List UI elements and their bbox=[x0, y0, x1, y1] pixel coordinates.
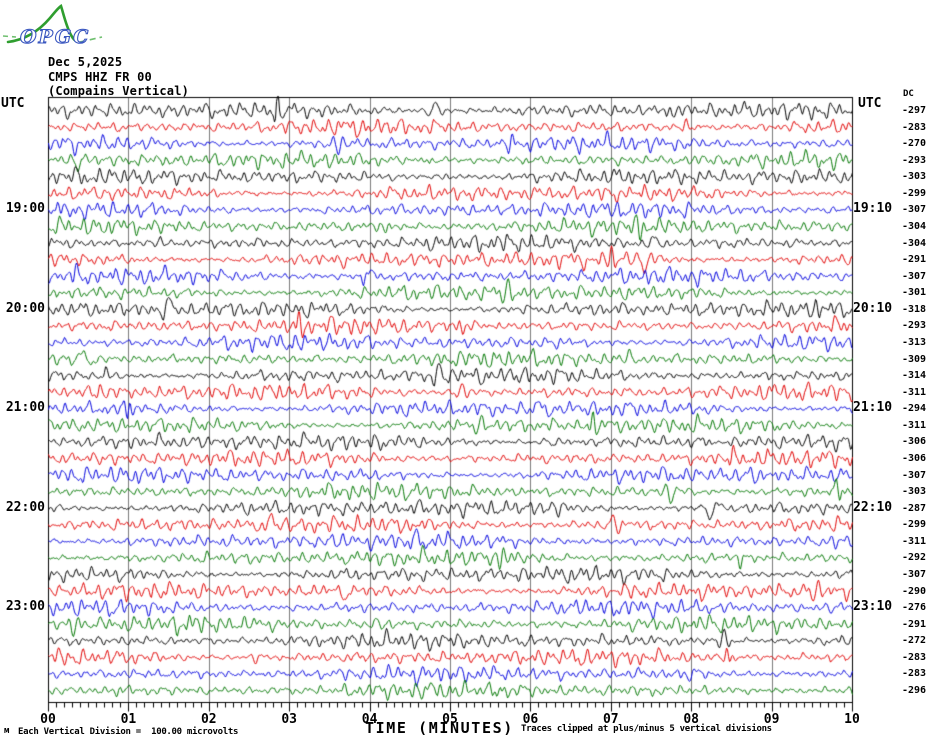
dc-value: -307 bbox=[902, 568, 927, 580]
left-time-label: 20:00 bbox=[5, 300, 45, 316]
x-tick-label: 05 bbox=[442, 712, 458, 727]
dc-value: -309 bbox=[902, 353, 927, 365]
dc-value: -283 bbox=[902, 121, 927, 133]
dc-value: -294 bbox=[902, 403, 927, 415]
right-time-label: 20:10 bbox=[853, 300, 893, 316]
dc-value: -314 bbox=[902, 370, 927, 382]
dc-value: -304 bbox=[902, 220, 927, 232]
right-time-label: 19:10 bbox=[853, 201, 893, 217]
dc-column-header: DC bbox=[903, 89, 914, 99]
x-tick-label: 09 bbox=[763, 712, 780, 727]
dc-value: -297 bbox=[902, 105, 927, 116]
left-time-label: 22:00 bbox=[5, 499, 45, 515]
clip-note: Traces clipped at plus/minus 5 vertical … bbox=[521, 724, 772, 734]
header-component: (Compains Vertical) bbox=[48, 84, 190, 98]
dc-value: -304 bbox=[902, 237, 927, 249]
dc-value: -299 bbox=[902, 519, 927, 531]
x-tick-label: 07 bbox=[602, 712, 619, 727]
dc-value: -276 bbox=[902, 602, 927, 614]
dc-value: -318 bbox=[902, 303, 927, 315]
logo-dash-right bbox=[79, 36, 103, 43]
right-time-label: 22:10 bbox=[853, 499, 893, 515]
dc-value: -283 bbox=[902, 668, 927, 680]
dc-value: -306 bbox=[902, 436, 927, 448]
logo-mountain-curve bbox=[6, 3, 80, 44]
opgc-logo: OPGC bbox=[2, 3, 103, 49]
x-tick-label: 06 bbox=[522, 712, 539, 727]
x-tick-label: 02 bbox=[200, 712, 217, 727]
dc-value: -303 bbox=[902, 486, 927, 498]
dc-value: -283 bbox=[902, 651, 927, 663]
right-time-label: 21:10 bbox=[853, 400, 893, 416]
corner-mark: м bbox=[4, 726, 10, 736]
dc-value: -306 bbox=[902, 452, 927, 464]
dc-value: -307 bbox=[902, 469, 927, 481]
x-tick-label: 01 bbox=[120, 712, 137, 727]
dc-value: -290 bbox=[902, 585, 927, 597]
dc-value: -303 bbox=[902, 171, 927, 183]
dc-value: -292 bbox=[902, 552, 927, 564]
x-tick-label: 04 bbox=[361, 712, 378, 727]
dc-value: -301 bbox=[902, 287, 927, 299]
header-date: Dec 5,2025 bbox=[48, 55, 123, 69]
dc-value: -311 bbox=[902, 535, 927, 547]
scale-note: Each Vertical Division = 100.00 microvol… bbox=[18, 727, 239, 737]
left-time-label: 21:00 bbox=[5, 400, 45, 416]
dc-value: -307 bbox=[902, 204, 927, 216]
x-tick-label: 10 bbox=[844, 712, 860, 727]
dc-value: -313 bbox=[902, 336, 927, 348]
dc-value: -311 bbox=[902, 419, 927, 431]
dc-value: -296 bbox=[902, 684, 927, 696]
dc-value: -299 bbox=[902, 187, 927, 199]
x-axis-title: TIME (MINUTES) bbox=[365, 719, 514, 737]
right-time-label: 23:10 bbox=[853, 599, 893, 615]
dc-value: -291 bbox=[902, 618, 927, 630]
x-tick-label: 00 bbox=[40, 712, 56, 727]
left-axis-title: UTC bbox=[1, 96, 25, 111]
logo-dash-left bbox=[2, 35, 17, 38]
header-station: CMPS HHZ FR 00 bbox=[48, 70, 152, 84]
x-tick-label: 08 bbox=[683, 712, 700, 727]
dc-value: -287 bbox=[902, 502, 927, 514]
opgc-logo-text: OPGC bbox=[20, 26, 90, 48]
dc-value: -291 bbox=[902, 254, 927, 266]
left-time-label: 19:00 bbox=[5, 201, 45, 217]
dc-value: -293 bbox=[902, 320, 927, 332]
dc-value: -307 bbox=[902, 270, 927, 282]
dc-value: -293 bbox=[902, 154, 927, 166]
x-tick-label: 03 bbox=[281, 712, 298, 727]
dc-value: -270 bbox=[902, 138, 927, 150]
dc-value: -272 bbox=[902, 635, 927, 647]
right-axis-title: UTC bbox=[858, 96, 882, 111]
dc-value: -311 bbox=[902, 386, 927, 398]
left-time-label: 23:00 bbox=[5, 599, 45, 615]
